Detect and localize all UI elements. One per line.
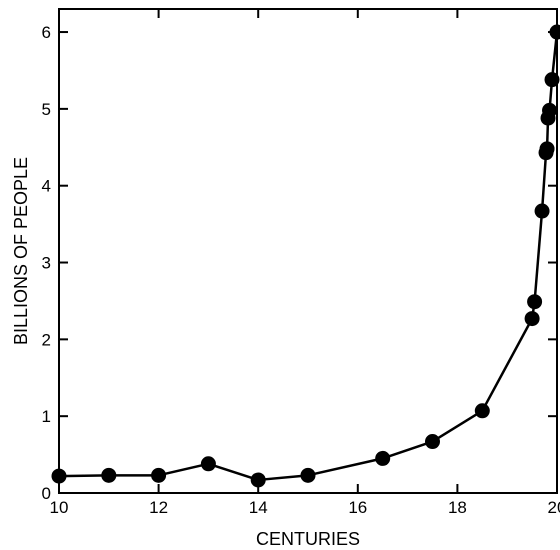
data-point bbox=[151, 467, 167, 483]
data-point bbox=[549, 24, 560, 40]
data-point bbox=[51, 468, 67, 484]
x-tick-label: 20 bbox=[548, 498, 560, 517]
y-tick-label: 5 bbox=[42, 100, 51, 119]
data-point bbox=[544, 72, 560, 88]
data-point bbox=[474, 403, 490, 419]
series-layer bbox=[51, 24, 560, 488]
x-axis-title: CENTURIES bbox=[256, 529, 360, 549]
data-point bbox=[534, 203, 550, 219]
data-point bbox=[300, 467, 316, 483]
data-point bbox=[200, 456, 216, 472]
data-point bbox=[542, 102, 558, 118]
x-tick-label: 10 bbox=[50, 498, 69, 517]
x-tick-label: 12 bbox=[149, 498, 168, 517]
plot-frame bbox=[58, 8, 558, 494]
y-tick-label: 4 bbox=[42, 177, 51, 196]
data-point bbox=[539, 141, 555, 157]
x-tick-label: 16 bbox=[348, 498, 367, 517]
data-point bbox=[375, 450, 391, 466]
data-point bbox=[250, 472, 266, 488]
data-point bbox=[524, 311, 540, 327]
y-axis-title: BILLIONS OF PEOPLE bbox=[11, 157, 31, 345]
y-tick-label: 2 bbox=[42, 330, 51, 349]
x-tick-label: 14 bbox=[249, 498, 268, 517]
data-point bbox=[101, 467, 117, 483]
data-point bbox=[527, 294, 543, 310]
y-tick-label: 1 bbox=[42, 407, 51, 426]
data-point bbox=[425, 434, 440, 450]
y-tick-label: 6 bbox=[42, 23, 51, 42]
y-tick-label: 3 bbox=[42, 254, 51, 273]
y-tick-label: 0 bbox=[42, 484, 51, 503]
x-tick-label: 18 bbox=[448, 498, 467, 517]
axes: 1012141618200123456 bbox=[42, 8, 560, 517]
